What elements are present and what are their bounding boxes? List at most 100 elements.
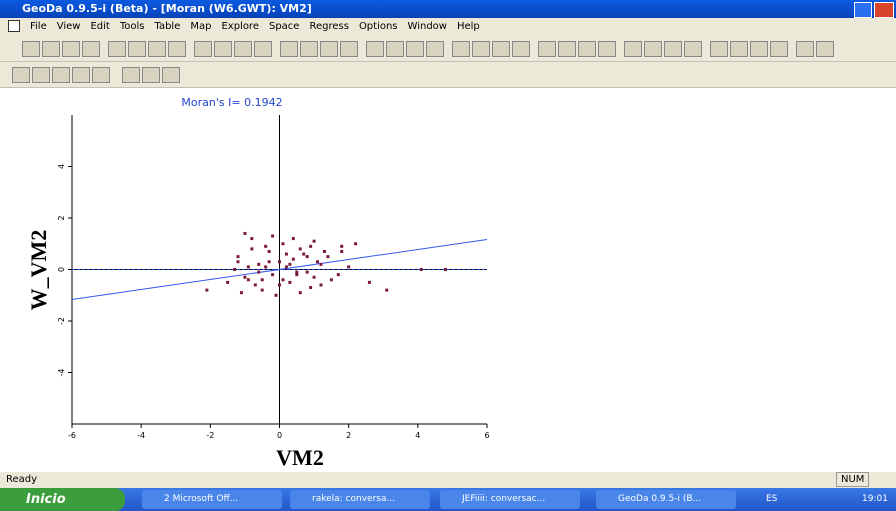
toolbar-button[interactable]	[52, 67, 70, 83]
x-tick-label: -6	[68, 431, 76, 440]
toolbar-button[interactable]	[32, 67, 50, 83]
toolbar-button[interactable]	[558, 41, 576, 57]
point	[264, 245, 267, 248]
toolbar-button[interactable]	[644, 41, 662, 57]
task-button[interactable]: rakela: conversa...	[290, 490, 430, 509]
toolbar-button[interactable]	[730, 41, 748, 57]
toolbar-button[interactable]	[300, 41, 318, 57]
toolbar-button[interactable]	[254, 41, 272, 57]
menu-item[interactable]: Edit	[90, 21, 109, 32]
toolbar-button[interactable]	[770, 41, 788, 57]
toolbar-button[interactable]	[168, 41, 186, 57]
y-tick-label: 2	[57, 215, 66, 220]
toolbar-button[interactable]	[684, 41, 702, 57]
point	[243, 276, 246, 279]
toolbar-button[interactable]	[142, 67, 160, 83]
point	[237, 255, 240, 258]
menu-item[interactable]: Table	[154, 21, 180, 32]
point	[205, 289, 208, 292]
toolbar-button[interactable]	[128, 41, 146, 57]
toolbar-button[interactable]	[92, 67, 110, 83]
menu-item[interactable]: Explore	[221, 21, 259, 32]
x-tick-label: -4	[137, 431, 145, 440]
point	[299, 291, 302, 294]
toolbar-button[interactable]	[62, 41, 80, 57]
menu-item[interactable]: Window	[408, 21, 447, 32]
point	[250, 247, 253, 250]
toolbar-button[interactable]	[320, 41, 338, 57]
point	[261, 278, 264, 281]
toolbar-button[interactable]	[122, 67, 140, 83]
toolbar-button[interactable]	[108, 41, 126, 57]
toolbar-button[interactable]	[366, 41, 384, 57]
point	[295, 271, 298, 274]
close-button[interactable]	[874, 2, 894, 18]
menu-item[interactable]: Space	[269, 21, 299, 32]
point	[285, 253, 288, 256]
menu-item[interactable]: Options	[359, 21, 398, 32]
menu-item[interactable]: View	[57, 21, 81, 32]
toolbar-button[interactable]	[72, 67, 90, 83]
toolbar-button[interactable]	[578, 41, 596, 57]
point	[264, 265, 267, 268]
start-button[interactable]: Inicio	[0, 488, 125, 511]
point	[320, 263, 323, 266]
point	[278, 260, 281, 263]
toolbar-button[interactable]	[12, 67, 30, 83]
point	[275, 294, 278, 297]
toolbar-button[interactable]	[512, 41, 530, 57]
taskbar: Inicio ES 19:01 2 Microsoft Off...rakela…	[0, 488, 896, 511]
toolbar-button[interactable]	[492, 41, 510, 57]
toolbar-button[interactable]	[664, 41, 682, 57]
menu-item[interactable]: Help	[457, 21, 480, 32]
status-bar: Ready NUM	[0, 472, 896, 488]
toolbar-button[interactable]	[386, 41, 404, 57]
toolbar-button[interactable]	[42, 41, 60, 57]
status-text: Ready	[6, 474, 37, 485]
point	[368, 281, 371, 284]
menu-item[interactable]: Tools	[120, 21, 145, 32]
toolbar-button[interactable]	[452, 41, 470, 57]
x-tick-label: 4	[415, 431, 420, 440]
language: ES	[766, 488, 777, 511]
point	[313, 240, 316, 243]
toolbar-button[interactable]	[340, 41, 358, 57]
toolbar-button[interactable]	[624, 41, 642, 57]
x-tick-label: 0	[277, 431, 282, 440]
menu-item[interactable]: Map	[190, 21, 211, 32]
toolbar-button[interactable]	[214, 41, 232, 57]
x-tick-label: 2	[346, 431, 351, 440]
menu-item[interactable]: Regress	[309, 21, 348, 32]
toolbar-button[interactable]	[796, 41, 814, 57]
task-button[interactable]: JEFiiii: conversac...	[440, 490, 580, 509]
point	[330, 278, 333, 281]
toolbar-button[interactable]	[750, 41, 768, 57]
toolbar-button[interactable]	[406, 41, 424, 57]
point	[271, 273, 274, 276]
toolbar-button[interactable]	[426, 41, 444, 57]
menu-item[interactable]: File	[30, 21, 47, 32]
point	[240, 291, 243, 294]
toolbar-button[interactable]	[816, 41, 834, 57]
toolbar-button[interactable]	[162, 67, 180, 83]
toolbar-button[interactable]	[538, 41, 556, 57]
point	[420, 268, 423, 271]
toolbar-button[interactable]	[280, 41, 298, 57]
point	[313, 276, 316, 279]
toolbar-button[interactable]	[598, 41, 616, 57]
task-button[interactable]: 2 Microsoft Off...	[142, 490, 282, 509]
toolbar-button[interactable]	[194, 41, 212, 57]
x-axis-label: VM2	[276, 445, 324, 470]
point	[281, 278, 284, 281]
toolbar-button[interactable]	[22, 41, 40, 57]
x-tick-label: -2	[206, 431, 214, 440]
point	[288, 281, 291, 284]
toolbar-button[interactable]	[234, 41, 252, 57]
toolbar-button[interactable]	[148, 41, 166, 57]
toolbar-button[interactable]	[82, 41, 100, 57]
toolbar-button[interactable]	[472, 41, 490, 57]
maximize-button[interactable]	[854, 2, 872, 18]
point	[354, 242, 357, 245]
task-button[interactable]: GeoDa 0.9.5-i (B...	[596, 490, 736, 509]
toolbar-button[interactable]	[710, 41, 728, 57]
